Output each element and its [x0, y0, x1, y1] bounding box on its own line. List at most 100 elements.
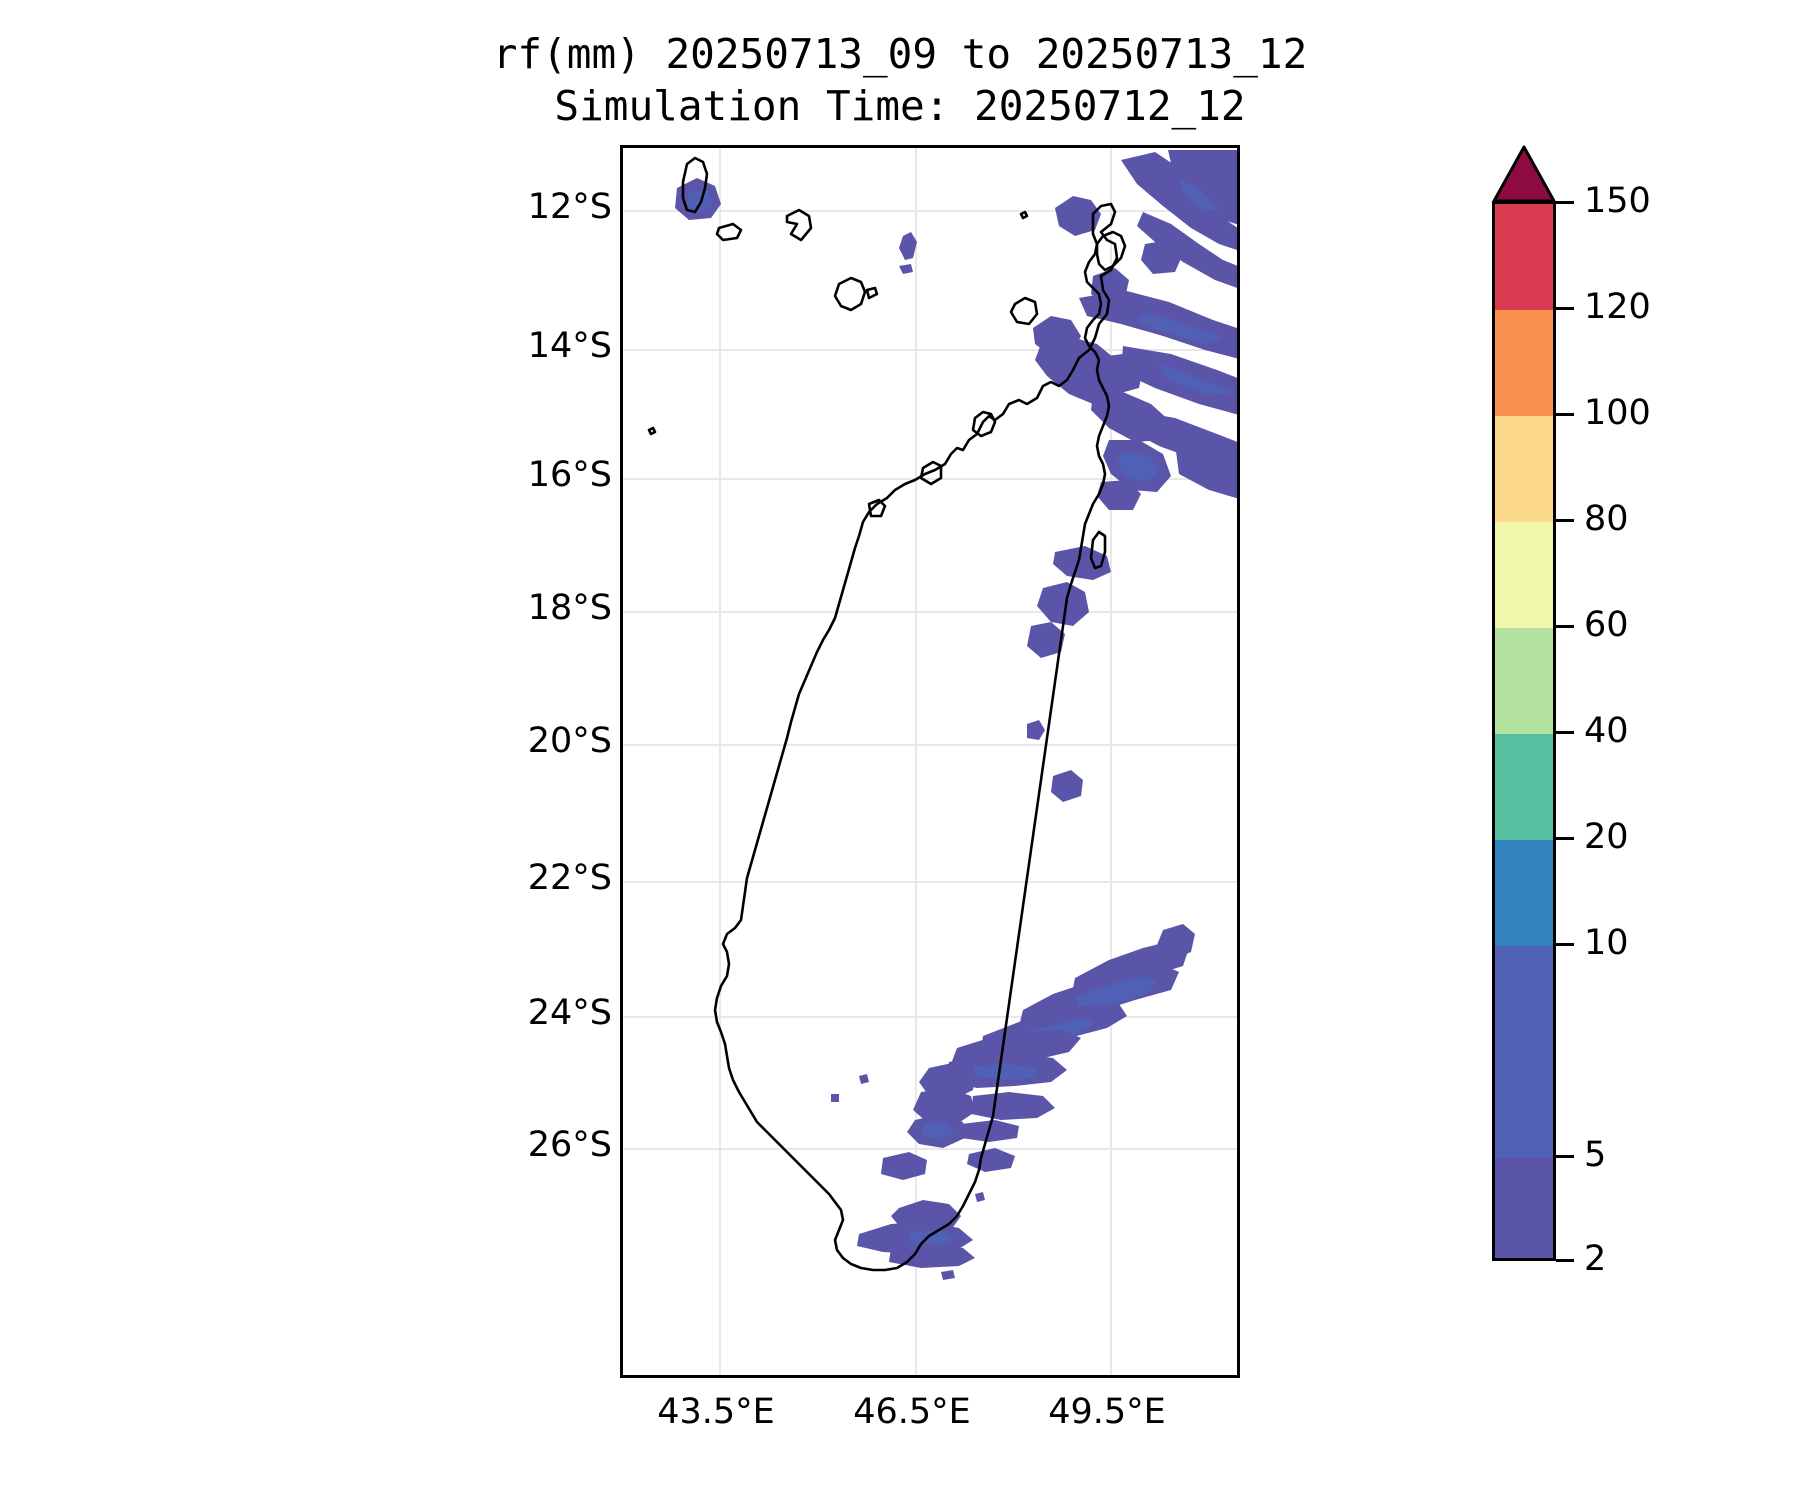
figure-title: rf(mm) 20250713_09 to 20250713_12 Simula…: [0, 28, 1800, 133]
rain-patch-ne-band4b: [1159, 364, 1235, 396]
rain-patch-east-175s: [1053, 546, 1111, 580]
rain-band-se-core3: [973, 1064, 1037, 1080]
rain-patch-offshore-16s: [1175, 444, 1237, 499]
rain-patch-ne-strip1: [1121, 152, 1237, 250]
colorbar-segment-80-100: [1495, 416, 1553, 522]
rain-band-se-7: [913, 1088, 975, 1124]
rain-patch-south-core: [909, 1230, 955, 1246]
colorbar-tick-100: [1556, 413, 1574, 416]
gridline-lon-43-5: [719, 148, 721, 1375]
rain-patch-east-18s: [1037, 582, 1089, 626]
map-canvas: [647, 150, 1237, 1280]
colorbar-extend-arrow: [1492, 145, 1556, 203]
colorbar-label-10: 10: [1584, 923, 1629, 963]
gridline-lat-18: [623, 611, 1237, 613]
rain-band-se-11: [967, 1148, 1015, 1172]
colorbar: 150 120 100 80 60 40 20 10 5 2: [1492, 145, 1792, 1380]
colorbar-tick-5: [1556, 1155, 1574, 1158]
rain-patch-ne-blob-c: [1141, 240, 1183, 274]
colorbar-segment-100-120: [1495, 310, 1553, 416]
colorbar-label-150: 150: [1584, 181, 1651, 221]
coastline-bay-nw2: [919, 460, 943, 486]
rain-band-se-12: [881, 1152, 927, 1180]
gridline-lon-46-5: [915, 148, 917, 1375]
rain-patch-ne-band3b: [1137, 312, 1223, 344]
coastline-grande-comore: [681, 156, 709, 214]
rain-patch-ne-small1: [1179, 178, 1219, 210]
gridline-lat-14: [623, 349, 1237, 351]
ytick-label-26s: 26°S: [527, 1125, 612, 1165]
title-line-1: rf(mm) 20250713_09 to 20250713_12: [492, 30, 1308, 78]
gridline-lat-24: [623, 1016, 1237, 1018]
colorbar-label-100: 100: [1584, 393, 1651, 433]
coastline-nosy-be: [1009, 296, 1039, 326]
colorbar-segment-20-40: [1495, 734, 1553, 840]
ytick-label-24s: 24°S: [527, 993, 612, 1033]
gridline-lat-20: [623, 744, 1237, 746]
coastline-inlet-1: [867, 498, 887, 518]
rain-patch-south-dot2: [975, 1192, 985, 1202]
colorbar-label-120: 120: [1584, 287, 1651, 327]
coastline-mayotte: [833, 276, 867, 312]
colorbar-segment-60-80: [1495, 522, 1553, 628]
rain-band-se-dot2: [831, 1094, 839, 1102]
colorbar-label-60: 60: [1584, 605, 1629, 645]
colorbar-segment-120-150: [1495, 204, 1553, 310]
ytick-label-20s: 20°S: [527, 721, 612, 761]
colorbar-tick-20: [1556, 837, 1574, 840]
gridline-lat-26: [623, 1148, 1237, 1150]
rain-patch-south-3: [889, 1244, 975, 1268]
rain-patch-east-205s: [1051, 770, 1083, 802]
xtick-label-46-5e: 46.5°E: [853, 1392, 971, 1432]
coastline-moheli: [715, 222, 743, 242]
colorbar-tick-60: [1556, 625, 1574, 628]
rain-patch-east-185s: [1027, 622, 1065, 658]
rain-band-se-8: [971, 1092, 1055, 1120]
ytick-label-22s: 22°S: [527, 858, 612, 898]
rain-patch-dot-2: [899, 264, 913, 274]
colorbar-segment-40-60: [1495, 628, 1553, 734]
colorbar-tick-150: [1556, 201, 1574, 204]
rain-band-se-dot1: [859, 1074, 869, 1084]
rain-patch-east-16s-core: [1117, 452, 1159, 482]
ytick-label-18s: 18°S: [527, 588, 612, 628]
coastline-dot-w: [647, 426, 657, 436]
colorbar-label-2: 2: [1584, 1239, 1607, 1279]
colorbar-tick-120: [1556, 307, 1574, 310]
xtick-label-49-5e: 49.5°E: [1048, 1392, 1166, 1432]
colorbar-tick-2: [1556, 1259, 1574, 1262]
colorbar-body: [1492, 201, 1556, 1261]
colorbar-label-80: 80: [1584, 499, 1629, 539]
rain-patch-dot-1: [899, 232, 917, 260]
coastline-anjouan: [785, 208, 813, 242]
ytick-label-16s: 16°S: [527, 455, 612, 495]
rain-patch-south-dot1: [941, 1270, 955, 1280]
colorbar-tick-80: [1556, 519, 1574, 522]
colorbar-label-40: 40: [1584, 711, 1629, 751]
colorbar-label-5: 5: [1584, 1135, 1607, 1175]
gridline-lon-49-5: [1110, 148, 1112, 1375]
gridline-lat-16: [623, 478, 1237, 480]
map-axes: [620, 145, 1240, 1378]
ytick-label-12s: 12°S: [527, 187, 612, 227]
title-line-2: Simulation Time: 20250712_12: [554, 82, 1246, 131]
coastline-dot-ne: [1019, 210, 1029, 220]
coastline-mayotte-islet: [865, 286, 879, 300]
coastline-bay-nw: [971, 410, 997, 438]
rain-patch-east-19s: [1027, 720, 1045, 740]
colorbar-segment-10-20: [1495, 840, 1553, 946]
coastline-layer: [647, 156, 1127, 1272]
rain-patch-east-17s: [1097, 480, 1141, 510]
rain-patch-ne-offshore2: [1137, 212, 1237, 288]
colorbar-tick-40: [1556, 731, 1574, 734]
coastline-madagascar: [713, 202, 1119, 1272]
colorbar-tick-10: [1556, 943, 1574, 946]
coastline-masoala: [1095, 230, 1127, 272]
colorbar-label-20: 20: [1584, 817, 1629, 857]
rain-band-se-core4: [923, 1122, 955, 1140]
rainfall-contour-layer: [675, 150, 1237, 1280]
gridline-lat-22: [623, 881, 1237, 883]
colorbar-segment-5-10: [1495, 946, 1553, 1158]
rain-patch-ne-blob-a: [1055, 196, 1101, 236]
